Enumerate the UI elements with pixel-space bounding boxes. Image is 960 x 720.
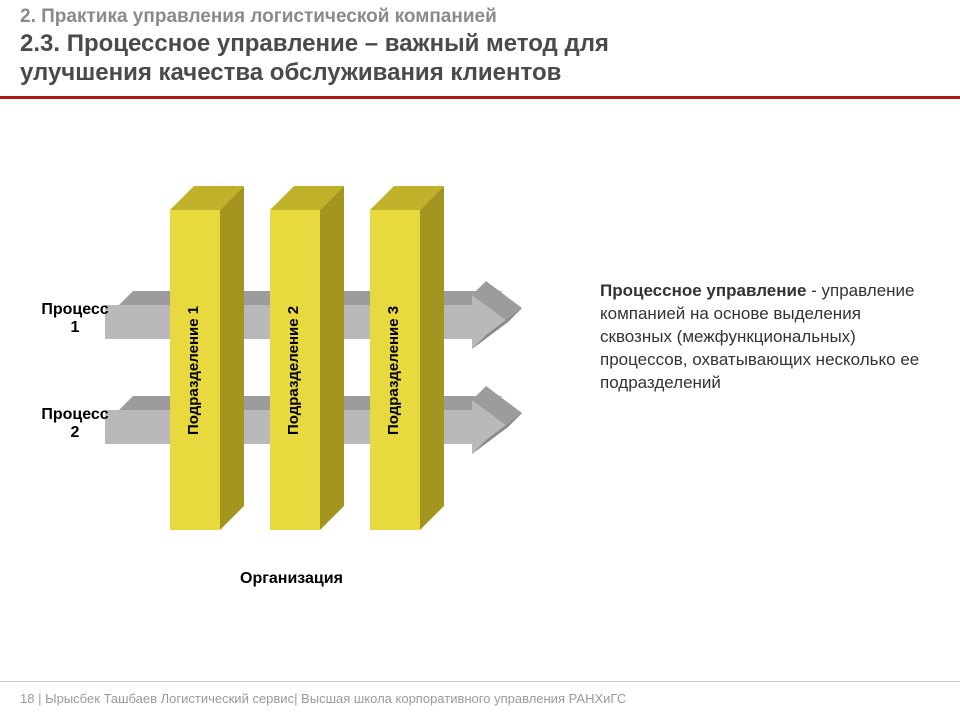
section-label: 2. Практика управления логистической ком… (20, 6, 940, 28)
title-line-1: 2.3. Процессное управление – важный мето… (20, 30, 609, 57)
process-arrow-head (472, 279, 528, 351)
header: 2. Практика управления логистической ком… (0, 0, 960, 96)
slab-label: Подразделение 2 (285, 250, 302, 490)
slab-label: Подразделение 1 (185, 250, 202, 490)
organization-label: Организация (240, 570, 343, 588)
footer-rule (0, 681, 960, 682)
footer: 18 | Ырысбек Ташбаев Логистический серви… (20, 691, 626, 706)
slab-side (420, 186, 444, 530)
diagram: Процесс 1 Процесс 2 Подразделение 1 Подразд… (40, 160, 580, 590)
content: Процесс 1 Процесс 2 Подразделение 1 Подразд… (0, 110, 960, 670)
header-rule (0, 96, 960, 99)
process-label: Процесс 2 (40, 406, 110, 441)
definition-term: Процессное управление (600, 281, 806, 300)
page-title: 2.3. Процессное управление – важный мето… (20, 30, 940, 88)
slab-side (320, 186, 344, 530)
process-arrow-head (472, 384, 528, 456)
footer-text: | Ырысбек Ташбаев Логистический сервис| … (38, 691, 626, 706)
page-number: 18 (20, 691, 34, 706)
definition-text: Процессное управление - управление компа… (600, 280, 930, 395)
title-line-2: улучшения качества обслуживания клиентов (20, 59, 561, 86)
process-label: Процесс 1 (40, 301, 110, 336)
slab-side (220, 186, 244, 530)
slab-label: Подразделение 3 (385, 250, 402, 490)
